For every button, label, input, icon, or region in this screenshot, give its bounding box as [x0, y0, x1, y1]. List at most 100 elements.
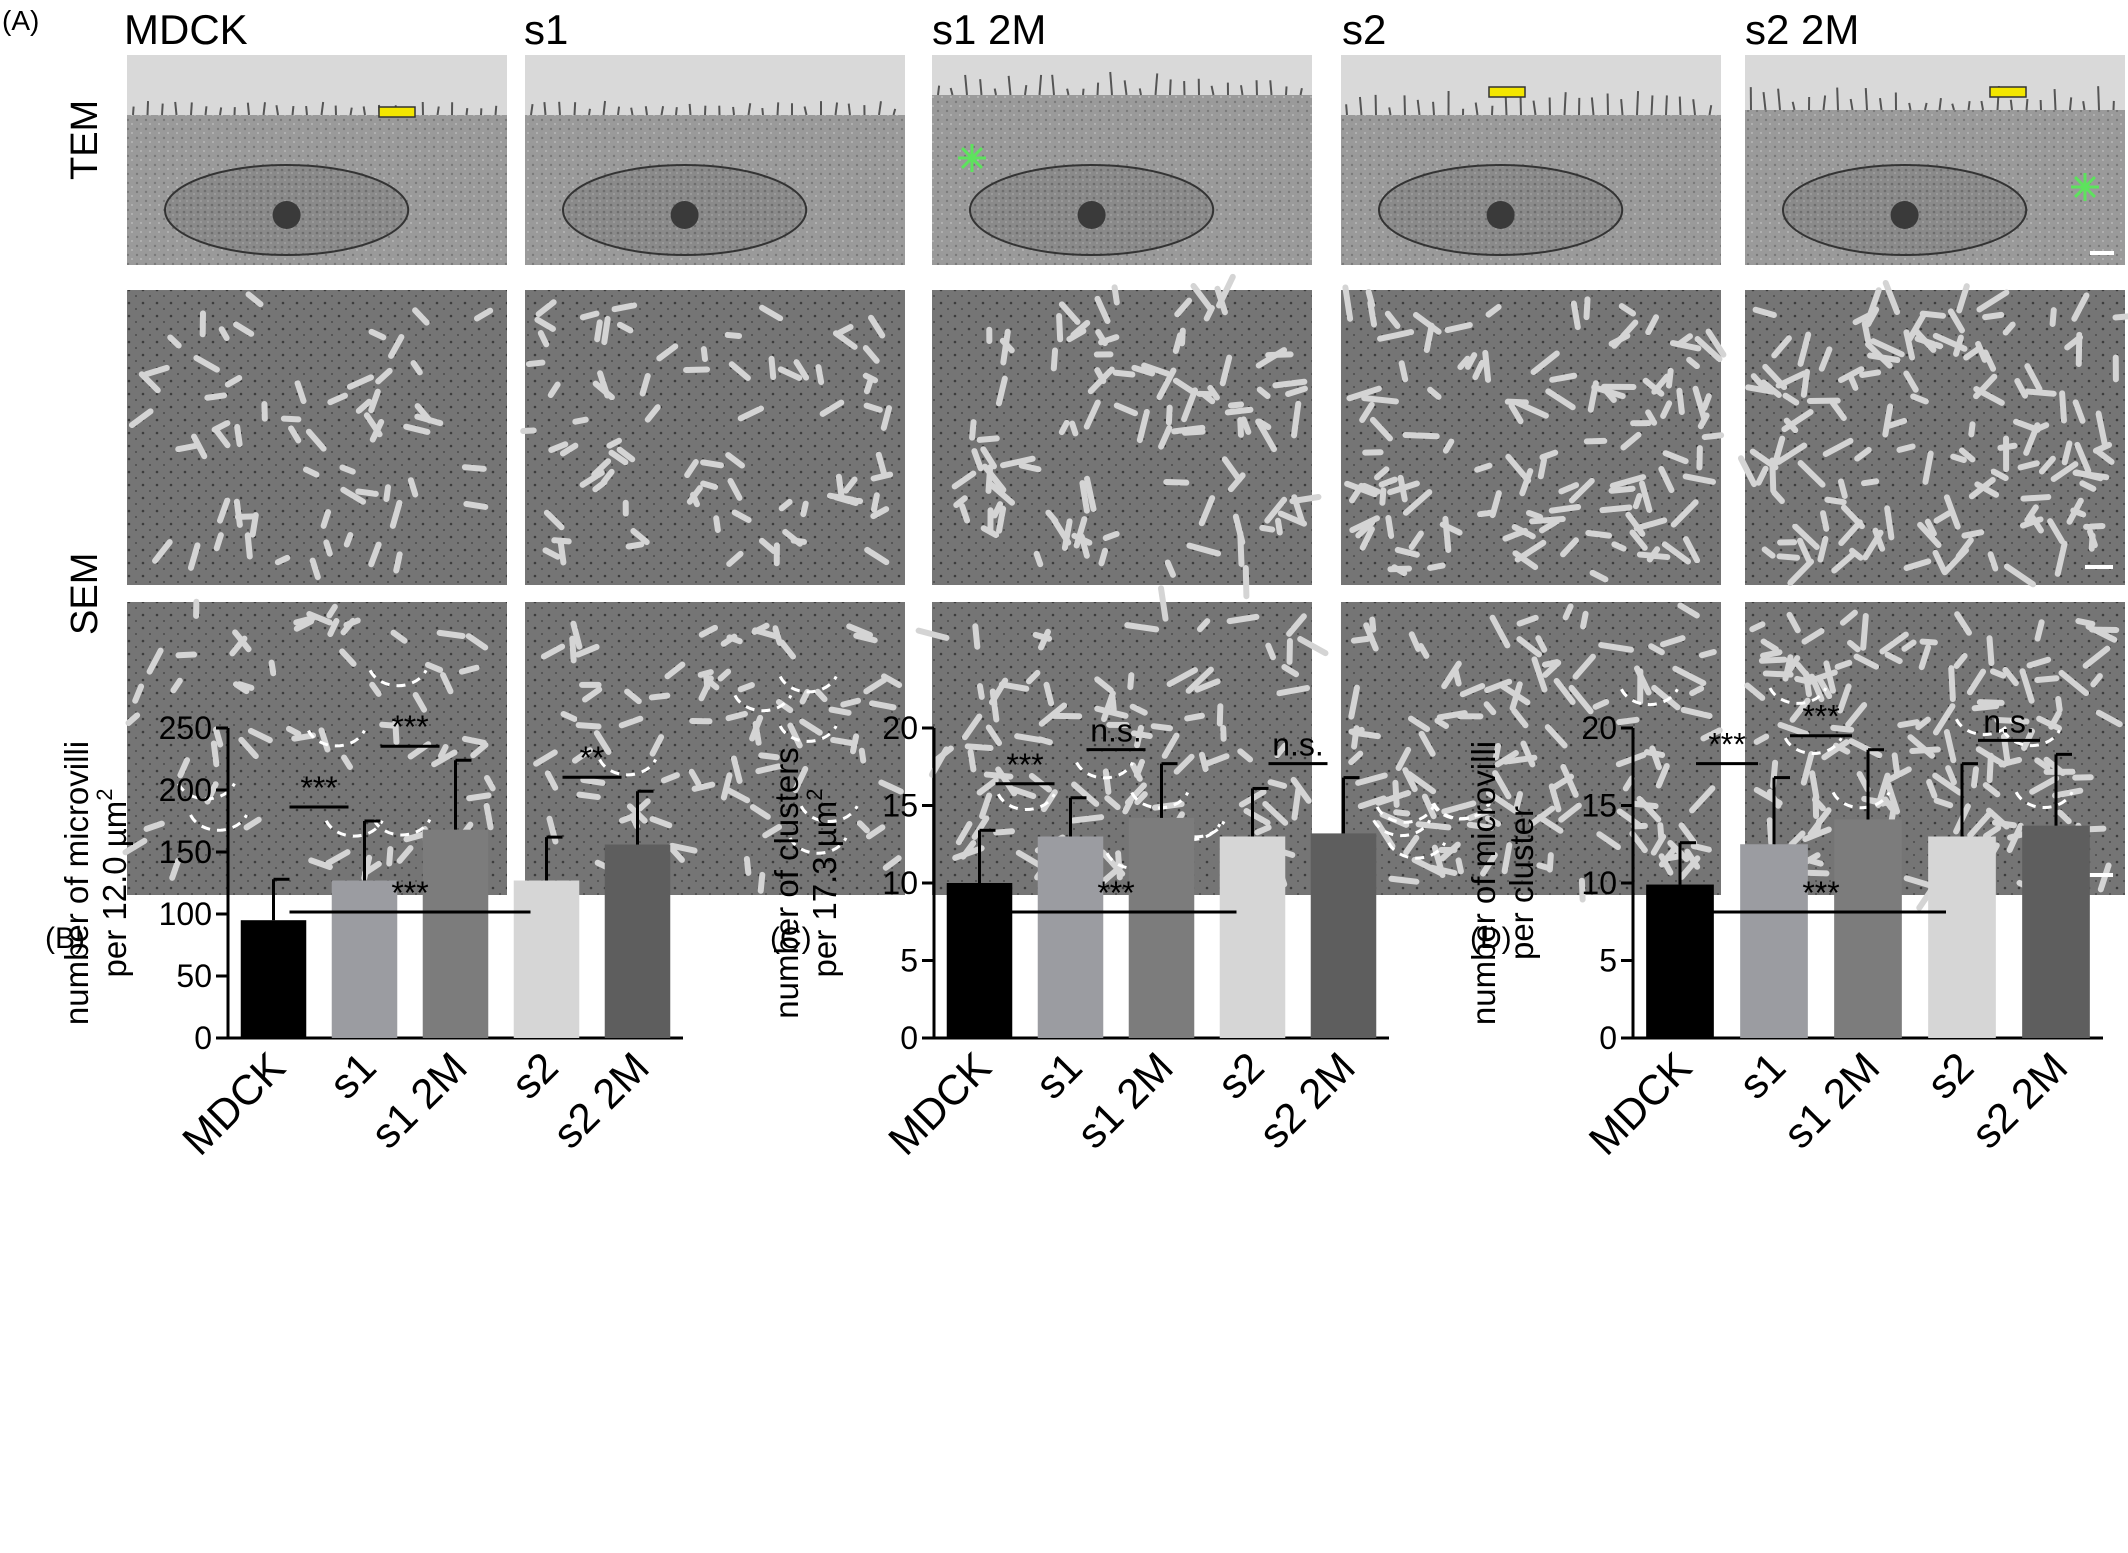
y-tick-label: 10 [1581, 865, 1617, 901]
category-label: s1 2M [362, 1043, 476, 1157]
panel-letter: (C) [770, 922, 812, 955]
bar-s1 [331, 880, 398, 1038]
y-tick-label: 100 [159, 896, 212, 932]
y-tick-label: 0 [1599, 1020, 1617, 1056]
y-axis-label: number of microvilliper 12.0 µm2 [58, 741, 133, 1025]
category-label: s1 2M [1068, 1043, 1182, 1157]
category-label: s1 [1026, 1043, 1091, 1108]
cluster-outline [1130, 791, 1190, 810]
cluster-outline [1387, 842, 1447, 860]
significance-label: n.s. [1983, 703, 2035, 739]
category-label: s1 [320, 1043, 385, 1108]
tem-image-4 [1341, 55, 1721, 265]
cluster-outline [1075, 761, 1134, 780]
cluster-outline [996, 793, 1056, 812]
category-label: s2 [1208, 1043, 1273, 1108]
cluster-outline [1783, 737, 1843, 756]
cluster-outline [1831, 791, 1891, 810]
column-title-s1: s1 [524, 6, 568, 53]
y-tick-label: 150 [159, 834, 212, 870]
y-tick-label: 200 [159, 772, 212, 808]
bar-s1 [1740, 844, 1808, 1038]
electron-micrograph-grid [122, 55, 2128, 911]
significance-label: n.s. [1272, 727, 1324, 763]
y-tick-label: 50 [176, 958, 212, 994]
row-label-sem: SEM [64, 553, 106, 635]
cluster-outline [1431, 802, 1490, 821]
bar-mdck [946, 883, 1013, 1038]
significance-label: n.s. [1090, 713, 1142, 749]
y-tick-label: 0 [900, 1020, 918, 1056]
cluster-outline [1620, 688, 1679, 707]
cluster-outline [307, 729, 366, 748]
cluster-outline [372, 818, 432, 837]
cluster-outline [1768, 687, 1828, 705]
panel-letter: (D) [1470, 922, 1512, 955]
cluster-outline [177, 782, 236, 801]
panel-letter: (B) [45, 922, 85, 955]
scale-bar-yellow [378, 106, 416, 118]
scale-bar-yellow [1488, 86, 1526, 98]
green-asterisk-marker [958, 144, 986, 172]
column-title-mdck: MDCK [124, 6, 248, 53]
significance-label: *** [391, 875, 428, 911]
y-tick-label: 10 [882, 865, 918, 901]
column-title-s1-2m: s1 2M [932, 6, 1046, 53]
bar-s2 [1928, 836, 1996, 1038]
category-label: s1 [1730, 1043, 1795, 1108]
bar-s1-2m [1834, 819, 1902, 1038]
y-axis-label: number of microvilliper cluster [1465, 741, 1540, 1025]
significance-label: *** [1006, 747, 1043, 783]
category-label: s2 [1918, 1043, 1983, 1108]
bar-s2 [513, 880, 580, 1038]
cluster-outline [1372, 819, 1432, 838]
panel-a-letter: (A) [2, 5, 39, 36]
significance-label: *** [300, 770, 337, 806]
category-label: MDCK [879, 1043, 1000, 1164]
bar-s1-2m [422, 829, 489, 1038]
category-label: s2 [502, 1043, 567, 1108]
bar-s1-2m [1128, 817, 1195, 1038]
row-label-tem: TEM [64, 100, 106, 180]
y-tick-label: 5 [900, 943, 918, 979]
chart-c: (C) 0 5 10 15 20 number of clustersper 17.3 µm… [768, 710, 1389, 1164]
category-label: s1 2M [1774, 1043, 1888, 1157]
column-title-s2: s2 [1342, 6, 1386, 53]
cluster-outline [1375, 806, 1435, 824]
column-title-s2-2m: s2 2M [1745, 6, 1859, 53]
significance-label: *** [1802, 875, 1839, 911]
category-label: s2 2M [1962, 1043, 2076, 1157]
category-label: MDCK [1580, 1043, 1701, 1164]
tem-image-5 [1745, 55, 2125, 265]
significance-label: *** [1802, 699, 1839, 735]
bar-s2 [1219, 836, 1286, 1038]
bar-mdck [1646, 884, 1714, 1038]
bar-s2-2m [2022, 825, 2090, 1038]
cluster-outline [788, 837, 848, 855]
cluster-outline [189, 814, 248, 832]
cluster-outline [598, 758, 657, 777]
category-label: MDCK [173, 1043, 294, 1164]
cluster-outline [368, 669, 428, 688]
cluster-outline [324, 820, 384, 838]
category-label: s2 2M [1250, 1043, 1364, 1157]
significance-label: ** [580, 740, 605, 776]
significance-label: *** [1708, 727, 1745, 763]
scale-bar-yellow [1989, 86, 2027, 98]
y-tick-label: 15 [882, 788, 918, 824]
sem-image-top-3 [932, 273, 1322, 600]
green-asterisk-marker [2071, 173, 2099, 201]
y-tick-label: 5 [1599, 943, 1617, 979]
bar-mdck [240, 920, 307, 1038]
y-tick-label: 20 [882, 710, 918, 746]
y-axis-label: number of clustersper 17.3 µm2 [768, 747, 843, 1018]
cluster-outline [799, 805, 859, 823]
tem-image-1 [127, 55, 507, 265]
sem-image-top-2 [520, 290, 905, 585]
cluster-outline [778, 675, 838, 694]
y-tick-label: 250 [159, 710, 212, 746]
cluster-outline [2002, 729, 2061, 748]
bar-s2-2m [604, 844, 671, 1038]
scale-bar-white [2090, 251, 2114, 255]
